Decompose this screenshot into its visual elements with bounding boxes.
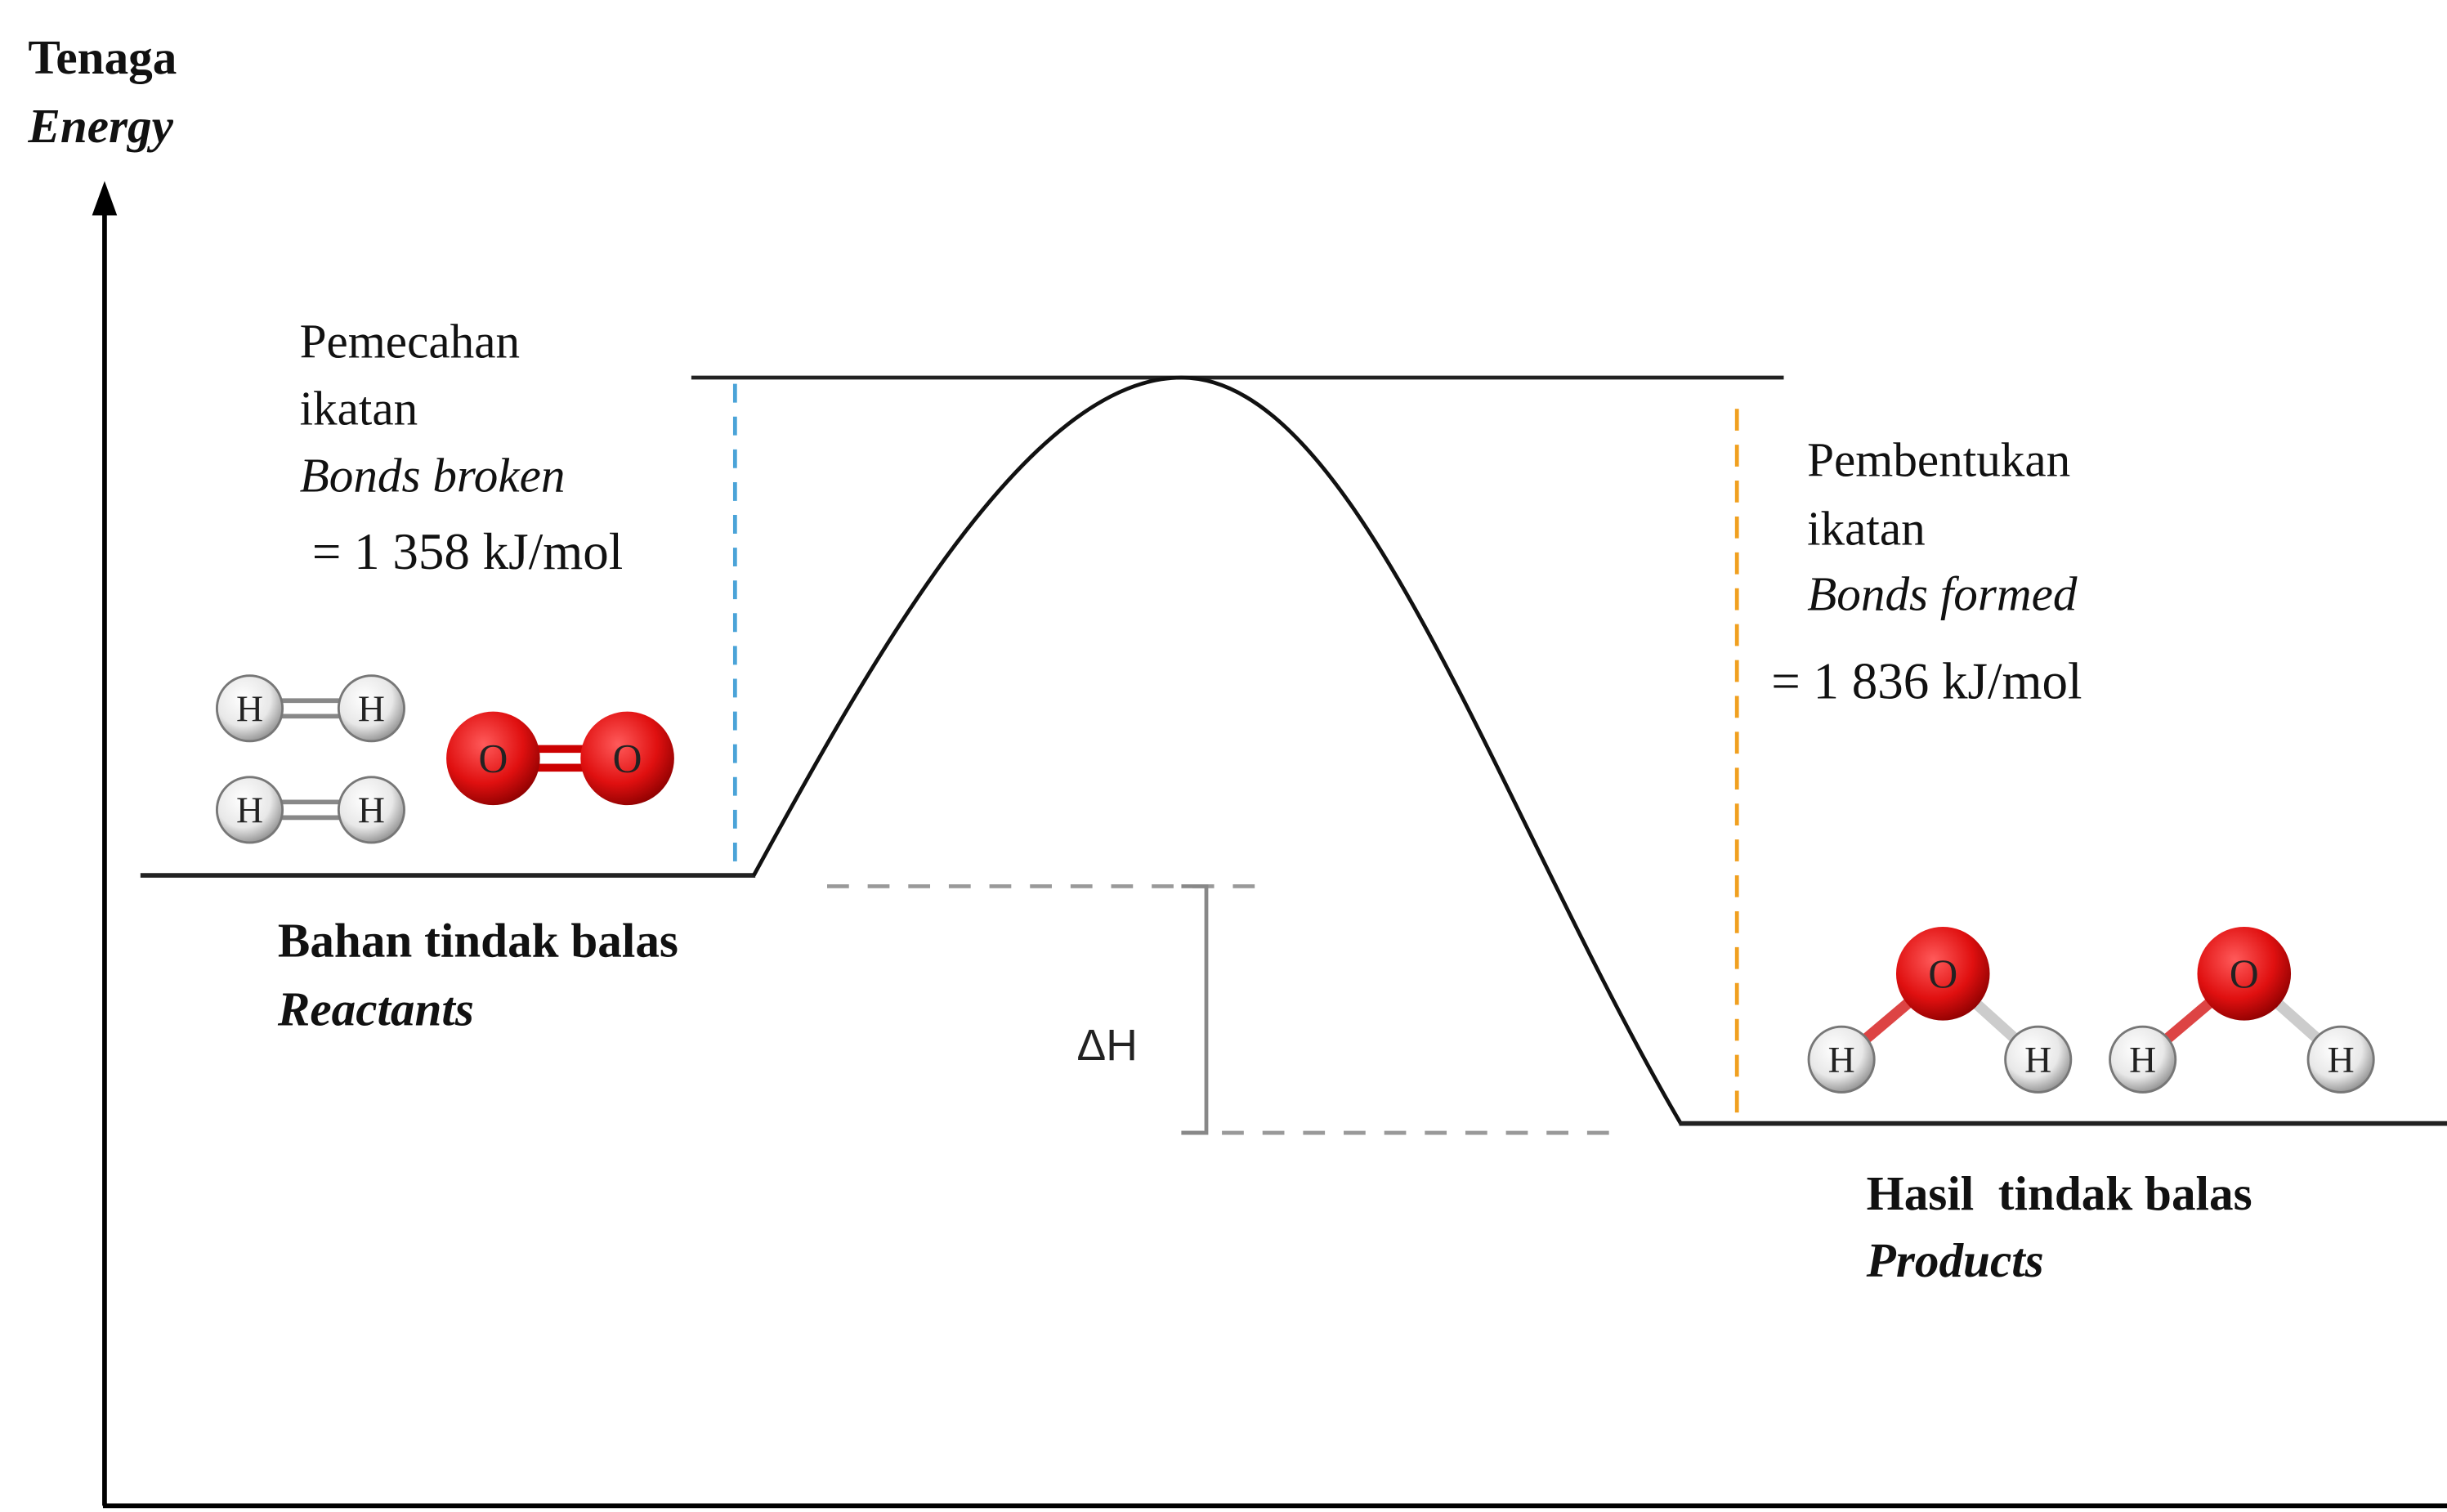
value-label: = 1 836 kJ/mol: [1771, 652, 2082, 709]
atom-label: O: [613, 736, 642, 781]
label: Products: [1866, 1233, 2044, 1287]
label: Bonds formed: [1807, 567, 2078, 621]
label: Bonds broken: [300, 449, 566, 503]
atom-label: O: [1928, 951, 1957, 996]
atom-label: H: [2328, 1039, 2355, 1080]
atoms: H H H H O O O H H O H H: [217, 676, 2373, 1093]
atom-label: H: [358, 789, 385, 830]
atom-label: H: [1828, 1039, 1855, 1080]
atom-label: H: [236, 789, 263, 830]
label: Hasil tindak balas: [1867, 1166, 2252, 1220]
label: Pembentukan: [1807, 433, 2070, 487]
energy-curve: [754, 378, 1680, 1124]
atom-label: H: [2129, 1039, 2156, 1080]
atom-label: H: [2024, 1039, 2051, 1080]
atom-label: O: [478, 736, 508, 781]
energy-diagram: Tenaga Energy ΔH Pemecahan ikatan Bonds …: [0, 0, 2447, 1512]
label: ikatan: [1807, 502, 1926, 556]
atom-label: H: [236, 687, 263, 729]
atom-label: H: [358, 687, 385, 729]
label: ikatan: [300, 382, 418, 436]
delta-h-label: ΔH: [1077, 1022, 1138, 1070]
value-label: = 1 358 kJ/mol: [312, 523, 623, 580]
label: Pemecahan: [300, 314, 520, 368]
axis-title: Tenaga: [28, 30, 177, 84]
delta-h-bracket: [1181, 886, 1206, 1133]
axis-title-en: Energy: [27, 99, 173, 153]
label: Reactants: [277, 982, 474, 1036]
atom-label: O: [2230, 951, 2259, 996]
axis-arrow: [92, 181, 118, 215]
label: Bahan tindak balas: [278, 914, 678, 968]
